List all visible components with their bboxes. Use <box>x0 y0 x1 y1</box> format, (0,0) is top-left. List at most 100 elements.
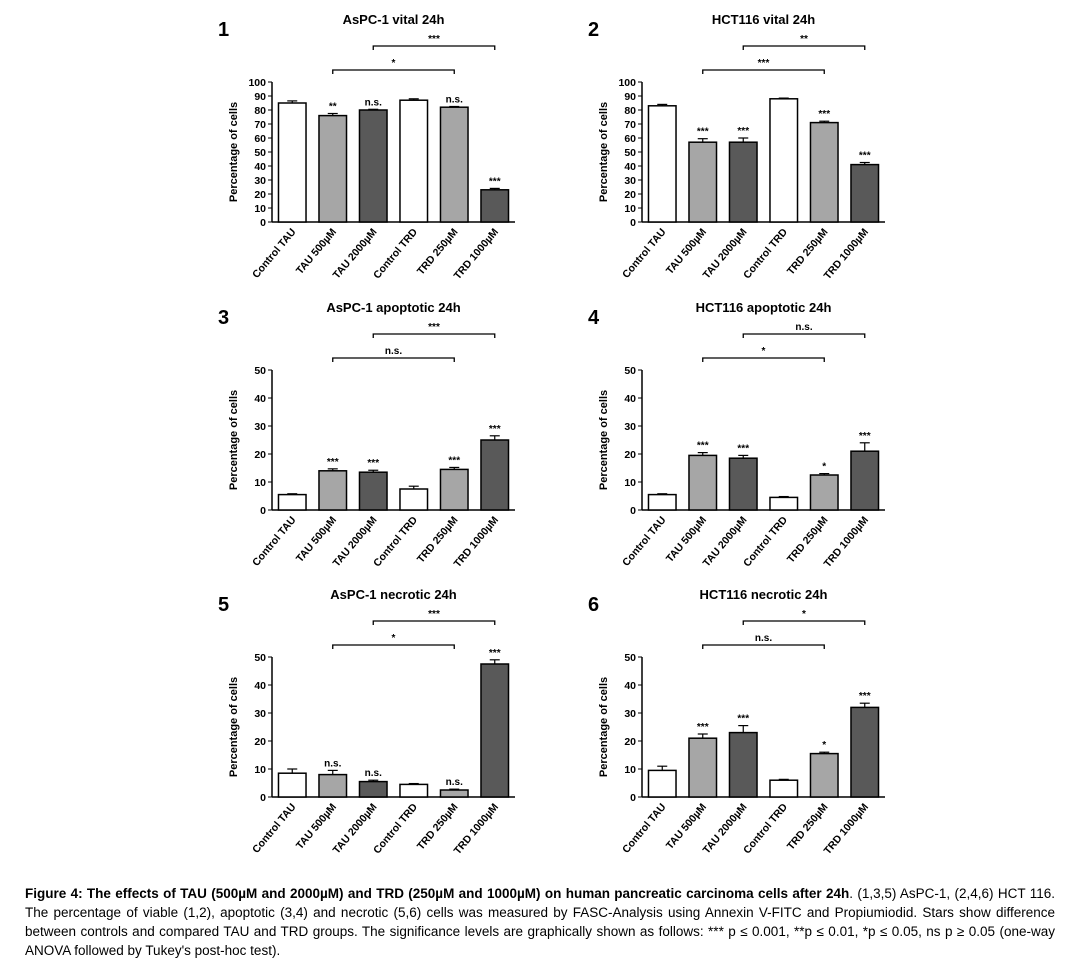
y-tick-label: 0 <box>260 217 266 229</box>
y-tick-label: 0 <box>260 792 266 804</box>
x-tick-label: TAU 500µM <box>664 801 709 852</box>
y-tick-label: 50 <box>624 652 636 664</box>
x-tick-label: Control TAU <box>250 514 298 568</box>
bar <box>277 102 307 223</box>
bar <box>277 493 307 511</box>
significance-label: *** <box>859 151 871 162</box>
bar <box>318 114 348 223</box>
bar <box>439 468 469 511</box>
significance-label: n.s. <box>446 777 463 788</box>
y-tick-label: 20 <box>254 449 266 461</box>
bar <box>688 454 718 511</box>
comparison-bracket <box>742 45 866 50</box>
y-tick-label: 50 <box>624 147 636 159</box>
significance-label: * <box>822 462 826 473</box>
significance-label: *** <box>697 127 709 138</box>
y-tick-label: 30 <box>624 175 636 187</box>
comparison-bracket <box>702 357 825 362</box>
comparison-label: *** <box>428 609 440 620</box>
bar <box>647 769 677 798</box>
bar <box>769 98 799 223</box>
y-tick-label: 50 <box>254 652 266 664</box>
comparison-bracket <box>702 69 825 74</box>
significance-label: *** <box>489 424 501 435</box>
comparison-label: *** <box>758 58 770 69</box>
x-tick-label: Control TAU <box>620 801 668 855</box>
y-tick-label: 30 <box>254 421 266 433</box>
significance-label: *** <box>489 648 501 659</box>
y-tick-label: 30 <box>624 421 636 433</box>
comparison-label: n.s. <box>385 346 402 357</box>
significance-label: n.s. <box>446 95 463 106</box>
bar <box>399 99 429 223</box>
y-axis-label: Percentage of cells <box>228 102 240 202</box>
x-tick-label: TRD 250µM <box>415 226 461 277</box>
y-tick-label: 30 <box>254 175 266 187</box>
y-axis-label: Percentage of cells <box>228 677 240 777</box>
y-tick-label: 100 <box>618 77 636 89</box>
bar <box>439 106 469 223</box>
significance-label: n.s. <box>365 97 382 108</box>
comparison-label: *** <box>428 34 440 45</box>
comparison-label: n.s. <box>755 633 772 644</box>
comparison-bracket <box>372 620 496 625</box>
panel-number: 4 <box>588 307 600 329</box>
y-tick-label: 10 <box>254 203 266 215</box>
bar <box>399 488 429 511</box>
bar <box>318 470 348 511</box>
comparison-bracket <box>332 69 455 74</box>
bar <box>647 105 677 223</box>
y-tick-label: 90 <box>624 91 636 103</box>
significance-label: *** <box>737 443 749 454</box>
comparison-bracket <box>702 644 825 649</box>
x-tick-label: TRD 250µM <box>415 801 461 852</box>
x-tick-label: Control TAU <box>250 801 298 855</box>
chart-title: HCT116 apoptotic 24h <box>696 300 832 315</box>
bar <box>728 141 758 223</box>
y-tick-label: 20 <box>624 736 636 748</box>
comparison-label: n.s. <box>795 322 812 333</box>
bar <box>809 752 839 798</box>
panel-number: 2 <box>588 19 599 41</box>
chart-title: HCT116 necrotic 24h <box>700 587 828 602</box>
significance-label: *** <box>448 455 460 466</box>
comparison-bracket <box>332 644 455 649</box>
significance-label: * <box>822 740 826 751</box>
y-tick-label: 10 <box>624 764 636 776</box>
y-tick-label: 0 <box>630 505 636 517</box>
y-tick-label: 60 <box>254 133 266 145</box>
x-tick-label: TRD 250µM <box>785 514 831 565</box>
comparison-bracket <box>372 45 496 50</box>
bar <box>728 731 758 798</box>
panel-number: 6 <box>588 594 599 616</box>
y-tick-label: 40 <box>624 680 636 692</box>
y-tick-label: 70 <box>624 119 636 131</box>
significance-label: *** <box>859 431 871 442</box>
bar <box>480 663 510 798</box>
y-tick-label: 40 <box>254 393 266 405</box>
y-tick-label: 30 <box>254 708 266 720</box>
bar <box>647 493 677 511</box>
comparison-label: * <box>392 58 396 69</box>
panel-number: 1 <box>218 19 229 41</box>
y-tick-label: 50 <box>624 365 636 377</box>
y-tick-label: 0 <box>630 217 636 229</box>
bar <box>358 471 388 511</box>
caption-bold: Figure 4: The effects of TAU (500µM and … <box>25 886 850 901</box>
y-axis-label: Percentage of cells <box>598 677 610 777</box>
comparison-label: * <box>802 609 806 620</box>
y-axis-label: Percentage of cells <box>598 102 610 202</box>
chart-title: AsPC-1 apoptotic 24h <box>326 300 460 315</box>
bar <box>728 457 758 511</box>
bar <box>318 773 348 798</box>
significance-label: *** <box>697 441 709 452</box>
y-tick-label: 30 <box>624 708 636 720</box>
y-tick-label: 0 <box>260 505 266 517</box>
bar <box>688 141 718 223</box>
y-tick-label: 100 <box>248 77 266 89</box>
y-tick-label: 20 <box>254 736 266 748</box>
bar <box>769 779 799 798</box>
chart-title: AsPC-1 necrotic 24h <box>330 587 456 602</box>
y-tick-label: 10 <box>624 477 636 489</box>
x-tick-label: TAU 500µM <box>294 514 339 565</box>
